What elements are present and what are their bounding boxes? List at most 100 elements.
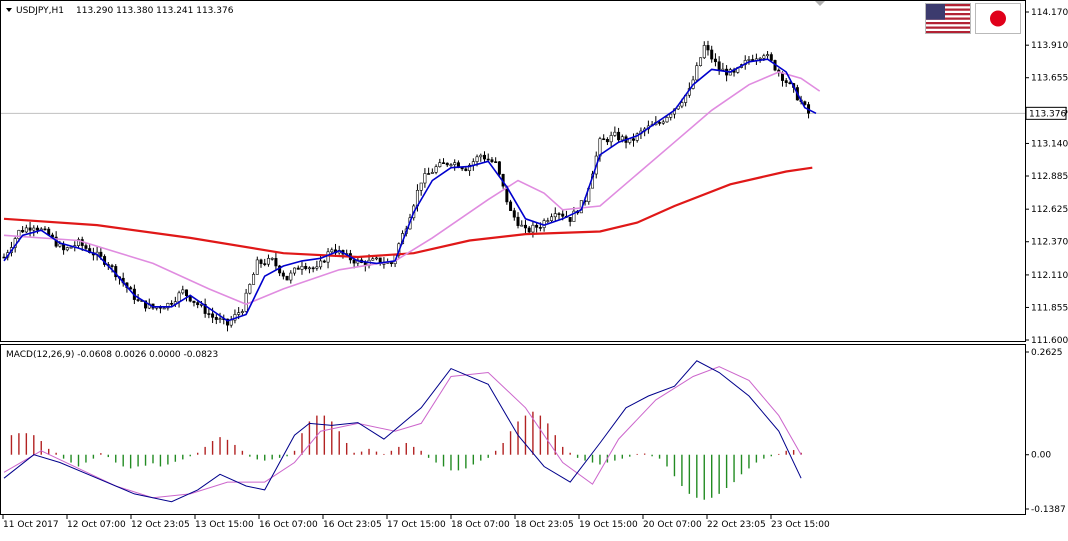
candle-body	[99, 251, 103, 257]
candle-body	[635, 133, 639, 141]
symbol-dropdown-icon[interactable]	[6, 8, 12, 12]
candle-body	[315, 266, 319, 269]
macd-tick-label: 0.00	[1031, 451, 1051, 461]
candle-body	[32, 227, 36, 231]
candle-body	[520, 224, 524, 227]
candle-body	[713, 58, 717, 63]
candle-body	[445, 162, 449, 166]
candle-body	[784, 80, 788, 83]
macd-tick-label: -0.1387	[1031, 505, 1066, 515]
candle-body	[244, 292, 248, 312]
candle-body	[602, 138, 606, 141]
candles-group	[2, 40, 811, 332]
candle-body	[661, 121, 665, 124]
time-tick-label: 20 Oct 07:00	[643, 520, 702, 530]
candle-body	[371, 258, 375, 261]
candle-body	[706, 45, 710, 51]
time-tick-label: 16 Oct 07:00	[259, 520, 318, 530]
candle-body	[58, 243, 62, 247]
candle-body	[263, 263, 267, 265]
candle-body	[248, 284, 252, 294]
time-tick-label: 19 Oct 15:00	[579, 520, 638, 530]
time-tick-label: 16 Oct 23:05	[323, 520, 382, 530]
us-flag-icon[interactable]	[925, 3, 971, 34]
candle-body	[438, 162, 442, 168]
candle-body	[84, 245, 88, 249]
candle-body	[285, 275, 289, 281]
candle-body	[766, 54, 770, 57]
price-tick-label: 114.170	[1031, 8, 1068, 18]
candle-body	[523, 224, 527, 229]
candle-body	[24, 227, 28, 233]
candle-body	[203, 304, 207, 314]
candle-body	[669, 113, 673, 118]
candle-body	[497, 161, 501, 175]
candle-body	[136, 299, 140, 301]
candle-body	[613, 131, 617, 136]
candle-body	[36, 227, 40, 231]
candle-body	[550, 216, 554, 221]
candle-body	[430, 172, 434, 174]
current-price-label: 113.376	[1029, 109, 1066, 119]
candle-body	[486, 158, 490, 161]
candle-body	[546, 220, 550, 222]
candle-body	[460, 167, 464, 170]
time-tick-label: 12 Oct 07:00	[67, 520, 126, 530]
candle-body	[509, 201, 513, 211]
candle-body	[479, 154, 483, 158]
candle-body	[531, 224, 535, 233]
candle-body	[170, 303, 174, 305]
price-tick-label: 112.625	[1031, 205, 1068, 215]
candle-body	[442, 162, 446, 164]
candle-body	[427, 173, 431, 175]
macd-tick-label: 0.2625	[1031, 348, 1063, 358]
candle-body	[192, 300, 196, 303]
chart-shift-icon[interactable]	[815, 1, 825, 6]
candle-body	[252, 274, 256, 285]
candle-body	[453, 162, 457, 166]
candle-body	[65, 247, 69, 251]
candle-body	[464, 168, 468, 171]
price-tick-label: 112.110	[1031, 271, 1068, 281]
candle-body	[319, 260, 323, 268]
candle-body	[259, 259, 263, 264]
price-tick-label: 113.655	[1031, 74, 1068, 84]
time-tick-label: 18 Oct 07:00	[451, 520, 510, 530]
current-price-tag: 113.376	[1025, 106, 1067, 120]
candle-body	[494, 161, 498, 163]
candle-body	[605, 139, 609, 143]
jp-flag-icon[interactable]	[975, 3, 1021, 34]
candle-body	[229, 319, 233, 326]
price-tick-label: 112.370	[1031, 238, 1068, 248]
candle-body	[28, 227, 32, 231]
candle-body	[289, 272, 293, 281]
candle-body	[304, 265, 308, 269]
candle-body	[423, 173, 427, 184]
candle-body	[572, 210, 576, 222]
time-axis: 11 Oct 2017 12 Oct 07:00 12 Oct 23:05 13 Oc…	[2, 515, 830, 530]
time-tick-label: 18 Oct 23:05	[515, 520, 574, 530]
candle-body	[225, 318, 229, 326]
candle-body	[449, 164, 453, 167]
candle-body	[274, 258, 278, 267]
candle-body	[561, 213, 565, 217]
candle-body	[512, 210, 516, 218]
candle-body	[538, 227, 542, 229]
time-tick-label: 13 Oct 15:00	[195, 520, 254, 530]
candle-body	[281, 272, 285, 277]
candle-body	[527, 227, 531, 233]
candle-body	[710, 49, 714, 60]
candle-body	[300, 265, 304, 270]
candle-body	[631, 138, 635, 141]
candle-body	[199, 304, 203, 306]
macd-main-line	[3, 360, 802, 503]
time-tick-label: 11 Oct 2017	[3, 520, 59, 530]
candle-body	[326, 251, 330, 263]
candle-body	[69, 246, 73, 249]
candle-body	[166, 303, 170, 309]
price-tick-label: 113.910	[1031, 41, 1068, 51]
candle-body	[322, 260, 326, 263]
candle-body	[374, 257, 378, 260]
